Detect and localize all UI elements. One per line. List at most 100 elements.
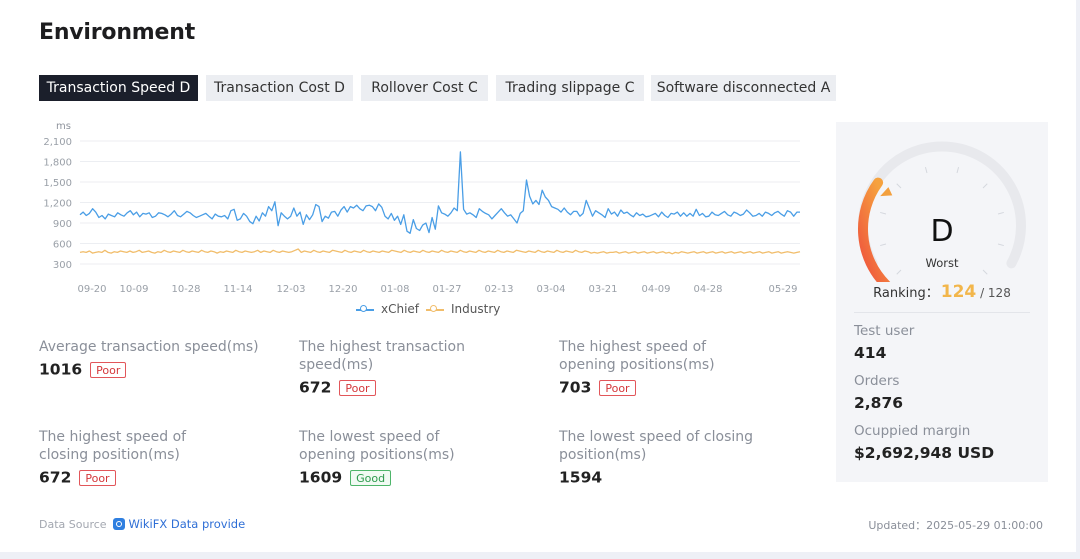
stat-value: 703 Poor [559, 378, 759, 397]
stat-value: 1016 Poor [39, 360, 279, 379]
data-source-link[interactable]: WikiFX Data provide [128, 517, 246, 531]
gauge-tick [997, 243, 1004, 247]
status-badge: Poor [339, 379, 376, 396]
ranking-total: / 128 [976, 286, 1011, 300]
gauge-pointer-icon [880, 187, 893, 197]
gauge-tick [880, 211, 887, 215]
x-tick-label: 04-09 [641, 284, 670, 295]
tab-transaction-cost[interactable]: Transaction Cost D [206, 75, 353, 101]
speed-line-chart: ms 300 600 900 1,200 1,500 1,800 2,100 09-20 10-0… [38, 116, 808, 321]
y-tick-label: 300 [53, 260, 72, 271]
x-tick-label: 10-09 [119, 284, 148, 295]
divider [854, 312, 1030, 313]
stat-highest-closing: The highest speed of closing position(ms… [39, 428, 239, 487]
panel-stat-label: Test user [854, 323, 915, 339]
panel-stat-value: 414 [854, 344, 887, 362]
x-tick-label: 03-04 [536, 284, 565, 295]
stat-value: 672 Poor [299, 378, 539, 397]
stat-value: 1609 Good [299, 468, 499, 487]
gauge-tick [896, 183, 902, 189]
x-tick-label: 10-28 [171, 284, 200, 295]
panel-stat-margin: Ocuppied margin $2,692,948 USD [854, 423, 994, 462]
y-tick-label: 1,200 [43, 199, 72, 210]
stat-label: The lowest speed of closing position(ms) [559, 429, 754, 463]
stat-number: 703 [559, 378, 592, 397]
gauge-tick [982, 269, 988, 275]
ranking: Ranking： 124 / 128 [836, 282, 1048, 302]
gauge-tick [956, 167, 960, 174]
stat-number: 1609 [299, 468, 343, 487]
x-tick-label: 12-03 [276, 284, 305, 295]
x-tick-label: 01-27 [432, 284, 461, 295]
y-tick-label: 2,100 [43, 137, 72, 148]
tab-rollover-cost[interactable]: Rollover Cost C [361, 75, 488, 101]
y-tick-label: 1,800 [43, 158, 72, 169]
stat-highest-speed: The highest transaction speed(ms) 672 Poo… [299, 338, 539, 397]
updated-timestamp: Updated：2025-05-29 01:00:00 [868, 519, 1043, 532]
stat-label: The highest speed of closing position(ms… [39, 429, 187, 463]
grade-letter: D [930, 214, 954, 249]
data-source: Data Source WikiFX Data provide [39, 517, 245, 531]
ranking-value: 124 [940, 282, 977, 302]
legend-label: Industry [451, 302, 501, 316]
stat-average-speed: Average transaction speed(ms) 1016 Poor [39, 338, 279, 379]
gauge-tick [880, 243, 887, 247]
status-badge: Good [350, 469, 392, 486]
chart-svg: ms 300 600 900 1,200 1,500 1,800 2,100 09-20 10-0… [43, 121, 801, 295]
x-tick-label: 01-08 [380, 284, 409, 295]
status-badge: Poor [79, 469, 116, 486]
x-tick-label: 11-14 [223, 284, 252, 295]
stat-label: The highest speed of opening positions(m… [559, 339, 715, 373]
stat-number: 1016 [39, 360, 83, 379]
grade-gauge [857, 141, 1026, 282]
stat-number: 1594 [559, 468, 603, 487]
panel-stat-test-user: Test user 414 [854, 323, 914, 362]
stat-highest-opening: The highest speed of opening positions(m… [559, 338, 759, 397]
stat-label: The lowest speed of opening positions(ms… [299, 429, 455, 463]
data-source-label: Data Source [39, 518, 107, 531]
stat-number: 672 [39, 468, 72, 487]
legend-label: xChief [381, 302, 420, 316]
stat-lowest-opening: The lowest speed of opening positions(ms… [299, 428, 499, 487]
ranking-label: Ranking： [873, 286, 939, 301]
x-tick-label: 03-21 [588, 284, 617, 295]
stat-value: 1594 [559, 468, 819, 487]
status-badge: Poor [599, 379, 636, 396]
y-tick-label: 600 [53, 240, 72, 251]
stat-value: 672 Poor [39, 468, 239, 487]
y-axis-unit: ms [56, 121, 71, 132]
panel-stat-label: Ocuppied margin [854, 423, 971, 439]
stat-number: 672 [299, 378, 332, 397]
gauge-tick [924, 167, 928, 174]
legend-marker-icon [360, 305, 367, 312]
stat-label: The highest transaction speed(ms) [299, 339, 465, 373]
tab-transaction-speed[interactable]: Transaction Speed D [39, 75, 198, 101]
panel-stat-orders: Orders 2,876 [854, 373, 903, 412]
tab-trading-slippage[interactable]: Trading slippage C [496, 75, 644, 101]
panel-stat-value: $2,692,948 USD [854, 444, 995, 462]
legend-marker-icon [430, 305, 437, 312]
gauge-tick [896, 269, 902, 275]
gauge-tick [982, 183, 988, 189]
y-tick-label: 1,500 [43, 178, 72, 189]
gauge-ticks [880, 167, 1004, 275]
panel-stat-value: 2,876 [854, 394, 904, 412]
x-tick-label: 02-13 [484, 284, 513, 295]
grade-label: Worst [925, 256, 959, 270]
panel-stat-label: Orders [854, 373, 900, 389]
x-tick-label: 05-29 [768, 284, 797, 295]
stat-label: Average transaction speed(ms) [39, 339, 259, 355]
x-tick-label: 12-20 [328, 284, 357, 295]
stat-lowest-closing: The lowest speed of closing position(ms)… [559, 428, 819, 487]
gauge-fill [857, 177, 891, 282]
status-badge: Poor [90, 361, 127, 378]
y-tick-label: 900 [53, 219, 72, 230]
gauge-tick [997, 211, 1004, 215]
series-line-xchief [79, 151, 800, 234]
tab-software-disconnected[interactable]: Software disconnected A [651, 75, 836, 101]
x-tick-label: 09-20 [77, 284, 106, 295]
rating-panel: D Worst Ranking： 124 / 128 Test user 414 … [836, 122, 1048, 482]
wikifx-icon [112, 518, 125, 530]
x-tick-label: 04-28 [693, 284, 722, 295]
